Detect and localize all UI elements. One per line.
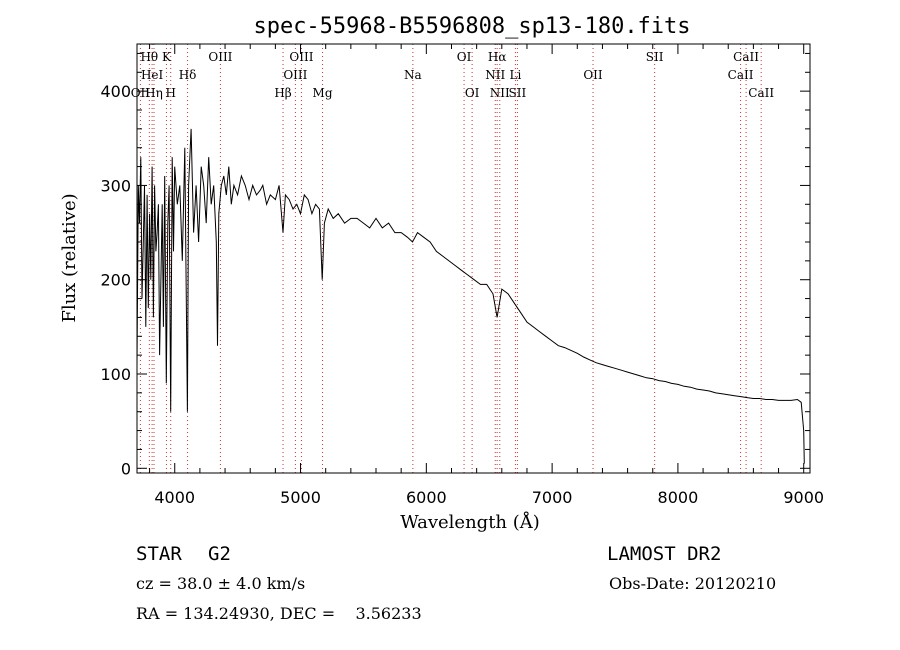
line-label-3: Hη <box>145 86 163 100</box>
line-label-10: OIII <box>289 50 313 64</box>
line-label-13: OI <box>457 50 472 64</box>
object-class: STAR <box>136 543 182 565</box>
line-label-14: OI <box>465 86 480 100</box>
plot-frame <box>136 43 811 474</box>
line-label-0: Hθ <box>140 50 158 64</box>
line-label-11: Mg <box>313 86 333 100</box>
y-tick-label: 100 <box>100 365 131 384</box>
x-tick-label: 6000 <box>406 488 447 507</box>
line-label-8: Hβ <box>274 86 291 100</box>
line-label-12: Na <box>404 68 422 82</box>
flux-series-line <box>136 128 805 464</box>
x-tick-label: 8000 <box>658 488 699 507</box>
x-tick-label: 4000 <box>154 488 195 507</box>
x-tick-label: 5000 <box>280 488 321 507</box>
object-subclass: G2 <box>208 543 231 565</box>
line-label-6: Hδ <box>179 68 197 82</box>
survey-name: LAMOST DR2 <box>607 543 722 565</box>
line-label-7: OIII <box>208 50 232 64</box>
coordinates: RA = 134.24930, DEC = 3.56233 <box>136 604 422 623</box>
line-label-23: CaII <box>733 50 759 64</box>
line-label-20: OII <box>583 68 603 82</box>
line-label-17: NII <box>490 86 510 100</box>
y-tick-label: 0 <box>121 459 131 478</box>
x-tick-label: 9000 <box>783 488 824 507</box>
spectral-line-markers <box>139 44 762 473</box>
line-label-1: OII <box>131 86 151 100</box>
x-tick-label: 7000 <box>532 488 573 507</box>
spectral-line-labels: Hθ OII HeI Hη H K Hδ OIII Hβ OIII OIII Mg Na OI OI Hα NI… <box>131 50 775 100</box>
line-label-21: SII <box>646 50 664 64</box>
x-axis-label: Wavelength (Å) <box>400 511 540 533</box>
redshift-velocity: cz = 38.0 ± 4.0 km/s <box>136 574 306 593</box>
line-label-5: K <box>162 50 172 64</box>
line-label-18: Li <box>509 68 521 82</box>
line-label-22: CaII <box>728 68 754 82</box>
line-label-24: CaII <box>748 86 774 100</box>
chart-title: spec-55968-B5596808_sp13-180.fits <box>253 14 690 39</box>
axis-ticks: 4000 5000 6000 7000 8000 9000 0 100 200 300 400 <box>100 44 824 507</box>
line-label-19: SII <box>509 86 527 100</box>
y-axis-label: Flux (relative) <box>59 193 80 322</box>
line-label-4: H <box>165 86 175 100</box>
line-label-15: Hα <box>488 50 507 64</box>
y-tick-label: 200 <box>100 271 131 290</box>
y-tick-label: 400 <box>100 82 131 101</box>
line-label-9: OIII <box>283 68 307 82</box>
line-label-16: NII <box>485 68 505 82</box>
line-label-2: HeI <box>141 68 164 82</box>
y-tick-label: 300 <box>100 176 131 195</box>
observation-date: Obs-Date: 20120210 <box>609 574 777 593</box>
